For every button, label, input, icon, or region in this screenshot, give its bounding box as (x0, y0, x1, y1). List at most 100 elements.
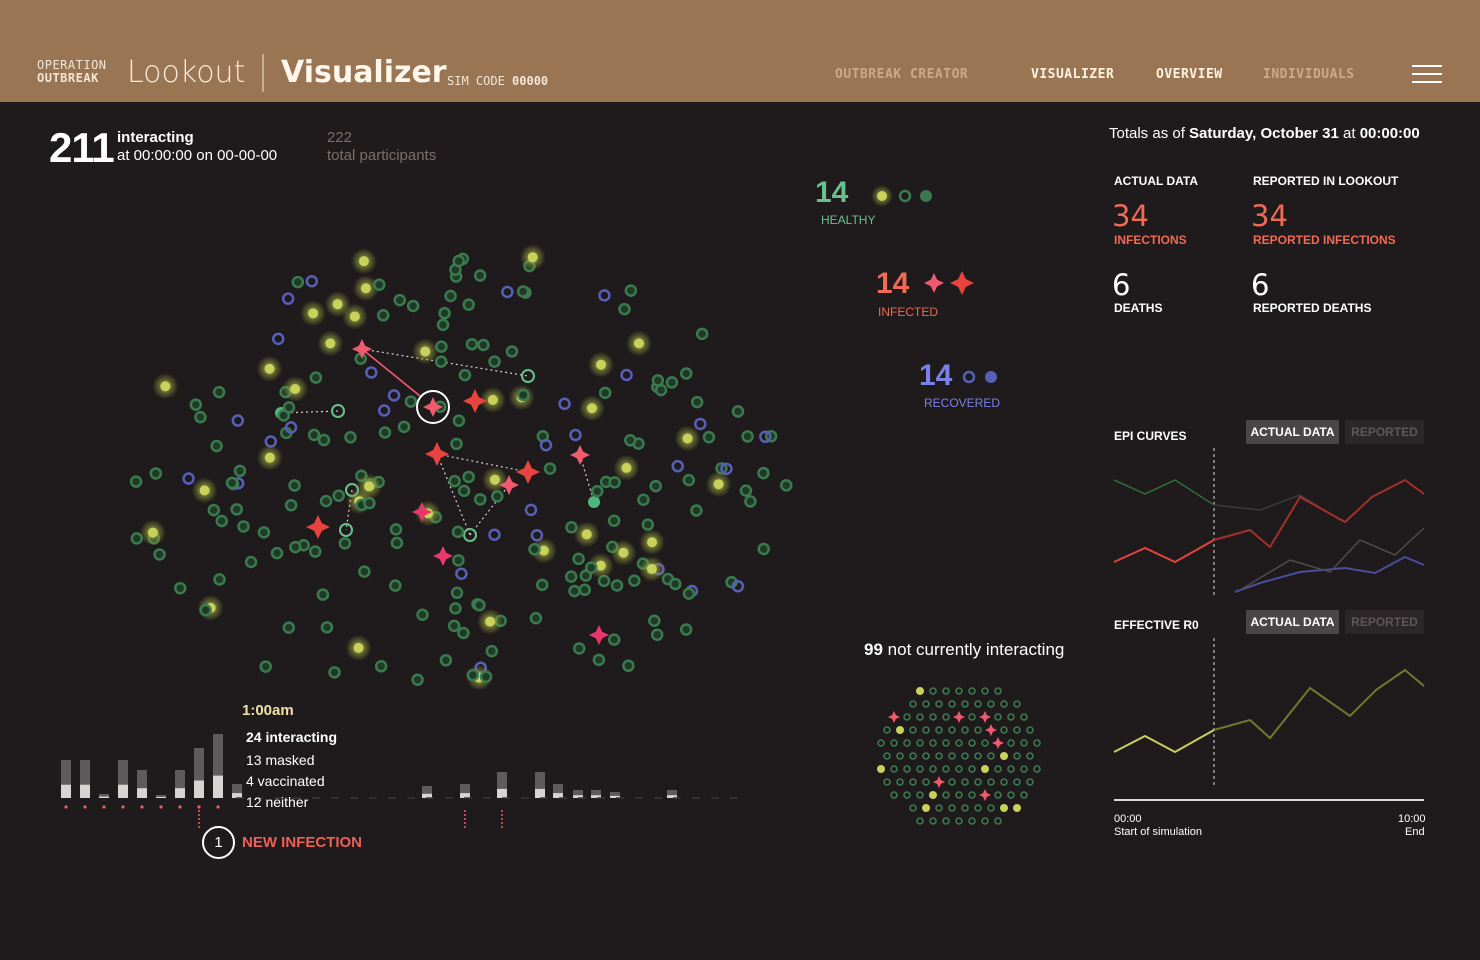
timeline-histogram[interactable] (61, 734, 738, 828)
timeline-bar (667, 790, 677, 798)
cluster-healthy-node (883, 752, 891, 760)
brand-logo[interactable]: OPERATION OUTBREAK (37, 59, 107, 85)
r0-toggle-reported[interactable]: REPORTED (1345, 610, 1424, 634)
infected-star-icon (516, 460, 540, 484)
healthy-node (465, 337, 479, 351)
healthy-node (309, 371, 323, 384)
timeline-bar (175, 770, 185, 798)
timeline-bar-masked (460, 793, 470, 798)
contact-node (331, 404, 345, 418)
not-interacting-cluster (877, 687, 1041, 825)
recovered-label: RECOVERED (924, 396, 1001, 410)
healthy-node (564, 570, 578, 583)
healthy-node (651, 374, 665, 387)
epi-curves-title: EPI CURVES (1114, 429, 1187, 443)
cluster-healthy-node (974, 726, 982, 734)
timeline-infection-dot (178, 805, 182, 809)
exposed-node (308, 308, 319, 319)
exposed-node (264, 363, 275, 374)
cluster-healthy-node (1000, 778, 1008, 786)
cluster-healthy-node (890, 739, 898, 747)
timeline-bar-masked (156, 796, 166, 798)
r0-toggle-actual[interactable]: ACTUAL DATA (1246, 610, 1339, 634)
recovered-node (488, 528, 501, 541)
timeline-bar-masked (497, 788, 507, 798)
healthy-node (517, 388, 530, 402)
timeline-bar (497, 772, 507, 798)
recovered-node (671, 459, 684, 473)
healthy-node (607, 633, 621, 646)
healthy-node (682, 587, 696, 600)
recovered-node (365, 366, 378, 379)
cluster-healthy-node (883, 726, 891, 734)
exposed-node (621, 462, 632, 473)
cluster-healthy-node (994, 791, 1002, 799)
cluster-healthy-node (877, 739, 885, 747)
healthy-node (259, 660, 272, 673)
cluster-healthy-node (961, 752, 969, 760)
cluster-healthy-node (922, 778, 930, 786)
nav-outbreak-creator[interactable]: OUTBREAK CREATOR (835, 67, 969, 82)
hamburger-icon[interactable] (1412, 65, 1442, 85)
recovered-node (271, 332, 285, 346)
participant-nodes (129, 244, 793, 691)
recovered-node (569, 428, 582, 442)
effective-r0-chart (1113, 638, 1425, 801)
exposed-node (332, 299, 343, 310)
healthy-node (225, 476, 239, 490)
interaction-link (469, 484, 510, 536)
exposed-node (682, 433, 693, 444)
exposed-node (618, 547, 629, 558)
infected-star-icon (570, 445, 590, 465)
infected-star-icon (425, 442, 449, 466)
cluster-healthy-node (981, 687, 989, 695)
healthy-node (462, 298, 475, 311)
effective-r0-title: EFFECTIVE R0 (1114, 618, 1199, 632)
healthy-node (741, 430, 754, 443)
nav-overview[interactable]: OVERVIEW (1156, 67, 1223, 82)
epi-toggle-reported[interactable]: REPORTED (1345, 420, 1424, 444)
nav-individuals[interactable]: INDIVIDUALS (1263, 67, 1355, 82)
timeline-bar (610, 792, 620, 798)
new-infection-label[interactable]: NEW INFECTION (242, 834, 362, 851)
nav-visualizer[interactable]: VISUALIZER (1031, 67, 1115, 82)
x-axis-end-time: 10:00 (1398, 813, 1426, 825)
interacting-label: interacting (117, 129, 194, 146)
exposed-node (290, 384, 301, 395)
epi-toggle-actual[interactable]: ACTUAL DATA (1246, 420, 1339, 444)
exposed-node (538, 545, 549, 556)
healthy-node (679, 623, 693, 636)
timeline-bar-masked (591, 795, 601, 798)
cluster-healthy-node (942, 739, 950, 747)
healthy-node (373, 278, 386, 291)
exposed-node (325, 338, 336, 349)
healthy-node (444, 289, 457, 303)
totals-heading: Totals as of Saturday, October 31 at 00:… (1109, 125, 1420, 142)
cluster-healthy-node (1007, 713, 1015, 721)
healthy-node (317, 433, 331, 447)
recovered-node (539, 438, 553, 452)
cluster-healthy-node (968, 687, 976, 695)
cluster-infected-icon (933, 776, 945, 788)
healthy-node (641, 518, 655, 531)
healthy-node (452, 554, 465, 567)
timeline-bar (99, 794, 109, 798)
healthy-node (473, 269, 487, 282)
cluster-healthy-node (916, 765, 924, 773)
infected-star-icon (352, 339, 372, 359)
actual-deaths-label: DEATHS (1114, 301, 1163, 315)
cluster-healthy-node (948, 778, 956, 786)
healthy-curve-future (1213, 494, 1341, 521)
recovered-node (387, 389, 401, 402)
healthy-node (458, 368, 472, 382)
cluster-healthy-node (948, 804, 956, 812)
cluster-healthy-node (974, 752, 982, 760)
cluster-healthy-node (883, 778, 891, 786)
new-infection-count[interactable]: 1 (202, 826, 235, 859)
healthy-node (129, 475, 143, 488)
healthy-node (624, 434, 637, 447)
healthy-node (288, 479, 301, 492)
cluster-healthy-node (987, 700, 995, 708)
infected-count: 14 (876, 267, 910, 300)
